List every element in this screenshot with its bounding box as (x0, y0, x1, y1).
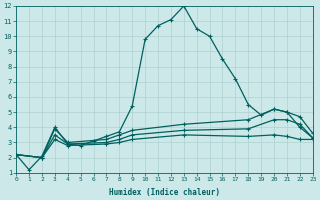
X-axis label: Humidex (Indice chaleur): Humidex (Indice chaleur) (109, 188, 220, 197)
